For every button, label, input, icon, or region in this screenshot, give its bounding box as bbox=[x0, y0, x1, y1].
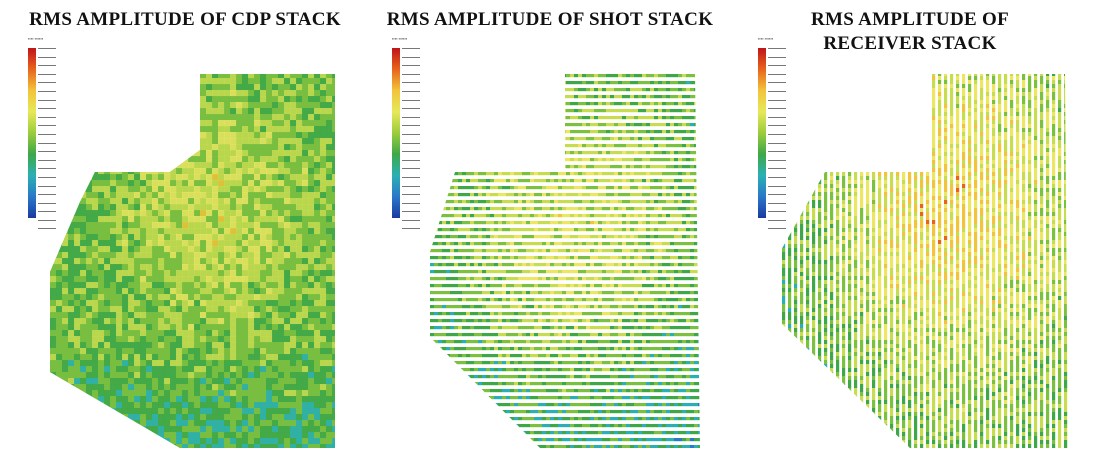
colorbar-tick bbox=[768, 176, 786, 186]
colorbar-tick bbox=[402, 219, 420, 229]
colorbar-tick bbox=[768, 108, 786, 117]
panel-title-cdp: RMS AMPLITUDE OF CDP STACK bbox=[29, 9, 341, 30]
colorbar-tick bbox=[768, 56, 786, 66]
colorbar-tick bbox=[38, 90, 56, 100]
colorbar-tick bbox=[402, 48, 420, 57]
colorbar-tick bbox=[38, 176, 56, 186]
colorbar-tick bbox=[402, 82, 420, 91]
colorbar-tick bbox=[38, 56, 56, 66]
colorbar-tick bbox=[768, 185, 786, 195]
colorbar-tick bbox=[402, 90, 420, 100]
colorbar bbox=[758, 48, 766, 218]
colorbar-legend-receiver: ▪▪▪▪ ▪▪▪▪▪▪ bbox=[758, 36, 798, 230]
map-receiver-stack bbox=[782, 74, 1068, 448]
colorbar-tick bbox=[768, 65, 786, 74]
colorbar-tick bbox=[38, 194, 56, 203]
colorbar-tick bbox=[768, 73, 786, 83]
colorbar-tick bbox=[38, 48, 56, 57]
colorbar-tick bbox=[768, 228, 786, 237]
colorbar-tick bbox=[402, 65, 420, 74]
colorbar-tick bbox=[402, 142, 420, 152]
colorbar bbox=[28, 48, 36, 218]
colorbar-tick bbox=[402, 194, 420, 203]
colorbar-tick bbox=[402, 185, 420, 195]
colorbar-tick bbox=[402, 73, 420, 83]
colorbar-tick bbox=[38, 219, 56, 229]
colorbar-tick bbox=[38, 168, 56, 177]
colorbar-tick bbox=[402, 159, 420, 169]
colorbar-tick bbox=[38, 65, 56, 74]
colorbar-tick bbox=[38, 82, 56, 91]
colorbar-tick bbox=[402, 202, 420, 212]
colorbar-tick bbox=[768, 90, 786, 100]
map-cdp-stack bbox=[50, 74, 335, 448]
colorbar-tick bbox=[38, 125, 56, 134]
amplitude-field bbox=[50, 74, 335, 448]
colorbar-tick bbox=[768, 133, 786, 143]
colorbar-tick bbox=[768, 219, 786, 229]
colorbar-ticks bbox=[402, 48, 420, 237]
colorbar-tick bbox=[402, 99, 420, 109]
colorbar-tick bbox=[38, 142, 56, 152]
colorbar-tick bbox=[38, 228, 56, 237]
amplitude-field bbox=[782, 74, 1068, 448]
colorbar-header: ▪▪▪▪ ▪▪▪▪▪▪ bbox=[392, 36, 408, 41]
colorbar-tick bbox=[768, 168, 786, 177]
colorbar-tick bbox=[768, 99, 786, 109]
colorbar-tick bbox=[38, 151, 56, 160]
colorbar-header: ▪▪▪▪ ▪▪▪▪▪▪ bbox=[758, 36, 774, 41]
colorbar-tick bbox=[38, 133, 56, 143]
colorbar-tick bbox=[768, 202, 786, 212]
colorbar-tick bbox=[768, 151, 786, 160]
colorbar-tick bbox=[402, 116, 420, 126]
colorbar-tick bbox=[768, 48, 786, 57]
colorbar-header: ▪▪▪▪ ▪▪▪▪▪▪ bbox=[28, 36, 44, 41]
colorbar-tick bbox=[402, 168, 420, 177]
colorbar-tick bbox=[402, 228, 420, 237]
colorbar-tick bbox=[38, 159, 56, 169]
colorbar-tick bbox=[768, 116, 786, 126]
colorbar-tick bbox=[38, 116, 56, 126]
colorbar-tick bbox=[402, 211, 420, 220]
map-shot-stack bbox=[430, 74, 700, 448]
colorbar bbox=[392, 48, 400, 218]
colorbar-tick bbox=[38, 185, 56, 195]
panel-title-shot: RMS AMPLITUDE OF SHOT STACK bbox=[386, 9, 714, 30]
colorbar-legend-cdp: ▪▪▪▪ ▪▪▪▪▪▪ bbox=[28, 36, 68, 230]
colorbar-tick bbox=[768, 125, 786, 134]
colorbar-ticks bbox=[38, 48, 56, 237]
colorbar-tick bbox=[768, 159, 786, 169]
colorbar-tick bbox=[768, 211, 786, 220]
colorbar-legend-shot: ▪▪▪▪ ▪▪▪▪▪▪ bbox=[392, 36, 432, 230]
panel-title-receiver: RMS AMPLITUDE OF RECEIVER STACK bbox=[811, 9, 1009, 54]
colorbar-tick bbox=[402, 108, 420, 117]
amplitude-field bbox=[430, 74, 700, 448]
colorbar-tick bbox=[402, 56, 420, 66]
colorbar-tick bbox=[402, 176, 420, 186]
colorbar-tick bbox=[38, 99, 56, 109]
colorbar-tick bbox=[402, 133, 420, 143]
colorbar-tick bbox=[768, 82, 786, 91]
colorbar-ticks bbox=[768, 48, 786, 237]
colorbar-tick bbox=[768, 142, 786, 152]
colorbar-tick bbox=[38, 73, 56, 83]
colorbar-tick bbox=[768, 194, 786, 203]
colorbar-tick bbox=[38, 211, 56, 220]
colorbar-tick bbox=[402, 125, 420, 134]
colorbar-tick bbox=[38, 108, 56, 117]
colorbar-tick bbox=[402, 151, 420, 160]
colorbar-tick bbox=[38, 202, 56, 212]
